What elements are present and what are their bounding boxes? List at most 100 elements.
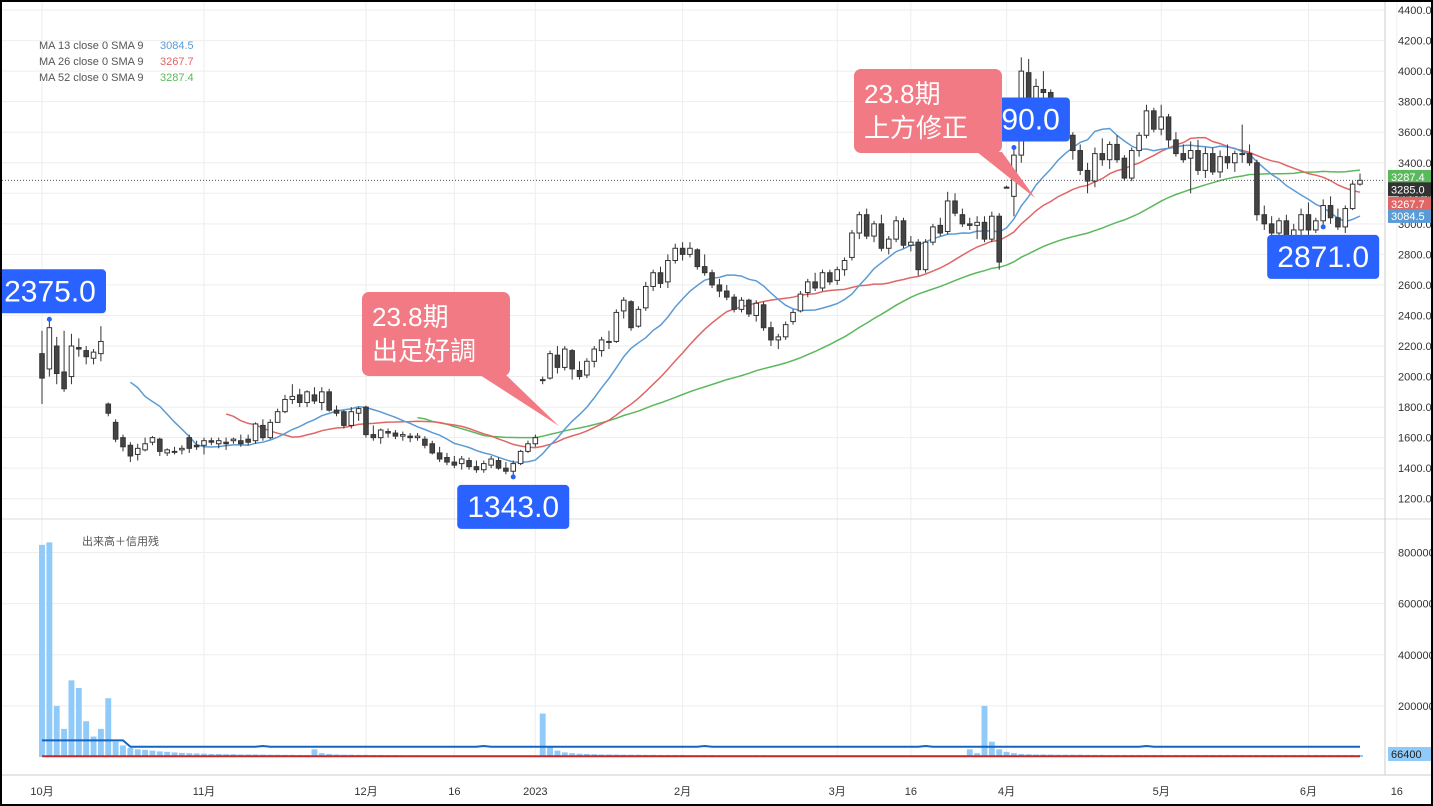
volume-bar [149,750,156,757]
ma52-line [417,169,1361,439]
candle [1092,147,1098,188]
candle [760,301,767,331]
candle [1158,104,1164,136]
candle-body [642,285,649,309]
candle-body [701,266,708,274]
candle [974,216,980,240]
candle-body [252,423,259,442]
badge-background [1388,182,1431,197]
candle-body [377,429,384,439]
candle [753,300,760,322]
candle [908,236,914,252]
x-tick-label: 2月 [674,786,691,798]
candle [1305,202,1312,237]
candle-body [120,437,126,448]
candle [90,349,97,365]
volume-tick-label: 200000 [1398,701,1431,713]
price-tick-label: 3800.0 [1398,97,1431,109]
candle-body [996,215,1002,263]
candle [1003,185,1010,189]
candle [1180,144,1187,163]
candle [561,346,568,371]
volume-bar [46,542,53,757]
volume-bar [186,753,193,757]
volume-bar [539,713,546,757]
x-tick-label: 16 [1391,786,1403,798]
candle [510,460,517,477]
candle-body [1357,179,1363,185]
price-tag: 2871.0 [1267,224,1380,279]
candle [400,431,406,441]
price-tick-label: 1200.0 [1398,494,1431,506]
candle [296,388,303,408]
candle [1084,162,1091,194]
candle-body [348,411,355,426]
candle-body [1195,150,1201,171]
candle [804,278,811,298]
candle-body [1342,208,1349,228]
callout-pointer [977,152,1035,198]
candle-body [723,290,730,298]
candle-body [422,438,428,446]
volume-bar [988,741,995,757]
candle-body [473,466,480,471]
candle-body [606,340,612,343]
candle [598,336,605,357]
candle [665,254,671,288]
candle-body [179,447,185,451]
annotations: 2375.01343.04090.02871.023.8期出足好調23.8期上方… [2,69,1380,529]
candle [1173,132,1179,157]
candle-body [1305,214,1312,231]
candle [61,330,67,392]
candle [429,440,436,455]
candle-body [834,269,841,281]
volume-bar [53,705,60,757]
callout-line1: 23.8期 [864,79,941,109]
candle-body [429,443,436,454]
candle [1313,217,1319,234]
price-tag-box [2,269,106,314]
candle [576,361,583,380]
volume-bar [164,751,171,757]
candle [922,239,929,273]
candle [1077,144,1083,175]
candle [1070,132,1076,160]
candle-body [915,241,921,271]
candle [517,449,524,466]
badge-value: 3084.5 [1391,211,1425,223]
candle-body [164,449,170,454]
candle-body [1114,143,1120,161]
volume-tick-label: 400000 [1398,650,1431,662]
badge-value: 3267.7 [1391,199,1425,211]
volume-bar [569,753,576,757]
candle [495,457,502,470]
volume-tick-label: 800000 [1398,548,1431,560]
candle-body [223,441,229,445]
candle-body [760,304,767,329]
candle-body [598,339,605,352]
candle [68,333,75,385]
candle-body [731,296,737,310]
candle-body [112,421,119,440]
candle-body [768,327,774,341]
candle [989,211,995,243]
candle [164,448,170,456]
candle [937,217,944,237]
candle [746,298,752,318]
candle-body [1128,150,1135,179]
candle-body [959,214,966,225]
volume-bar [134,749,141,757]
candle-body [1202,153,1209,171]
price-tick-label: 4000.0 [1398,66,1431,78]
callout-box [362,292,510,376]
volume-panel-title: 出来高＋信用残 [82,534,159,548]
candle [657,266,664,288]
candle [444,452,450,466]
candle [687,242,693,258]
volume-bar [1010,753,1017,757]
candle-body [900,220,907,246]
candle-body [635,308,642,327]
candle-body [974,221,980,226]
